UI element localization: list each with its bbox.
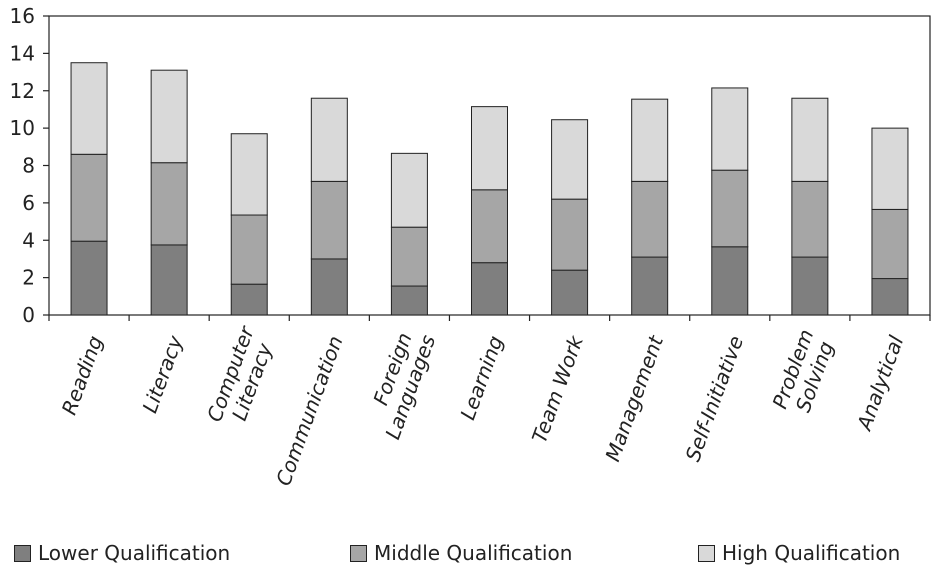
x-category-label-line: Literacy: [138, 331, 188, 416]
bar-segment: [711, 246, 749, 316]
legend-label-lower: Lower Qualification: [38, 541, 231, 565]
stacked-bar-chart: 0 2 4 6 8 10 12 14 16 Reading Literacy ComputerLite…: [10, 4, 931, 489]
bar-segment: [871, 208, 909, 280]
bar-segment: [230, 214, 268, 285]
x-category-label: Self-Initiative: [680, 333, 748, 465]
y-tick-label: 2: [22, 266, 35, 290]
bar-segment: [711, 87, 749, 171]
x-category-label-line: Management: [600, 331, 668, 464]
y-tick-label: 6: [22, 191, 35, 215]
bar-segment: [711, 169, 749, 248]
y-tick-label: 16: [10, 4, 35, 28]
bar-segment: [791, 256, 829, 316]
legend: Lower Qualification Middle Qualification…: [0, 541, 935, 567]
x-category-label: Analytical: [851, 332, 908, 435]
bar-segment: [310, 97, 348, 182]
legend-item-high: High Qualification: [698, 541, 900, 565]
legend-swatch-middle: [350, 544, 367, 562]
bar-segment: [230, 283, 268, 316]
y-tick-label: 4: [22, 228, 35, 252]
legend-swatch-high: [698, 544, 715, 562]
bar-segment: [471, 262, 508, 316]
bar-segment: [551, 198, 589, 271]
x-category-label-line: Analytical: [851, 332, 908, 435]
bar-segment: [310, 258, 348, 316]
bar-segment: [551, 269, 589, 316]
y-tick-label: 0: [22, 303, 35, 327]
legend-label-high: High Qualification: [722, 541, 901, 565]
bar-segment: [310, 180, 348, 260]
y-tick-label: 8: [22, 154, 35, 178]
bar-segment: [471, 106, 508, 191]
bar-segment: [390, 152, 428, 228]
bar-segment: [631, 98, 669, 182]
bar-segment: [150, 244, 188, 316]
x-category-label: Management: [600, 331, 668, 464]
x-category-label-line: Learning: [455, 333, 507, 423]
bar-segment: [390, 226, 428, 287]
bar-segment: [390, 285, 428, 316]
bar-segment: [471, 189, 508, 264]
bar-segment: [791, 97, 829, 182]
x-category-label: Learning: [455, 333, 507, 423]
bar-segment: [871, 127, 909, 210]
bar-segment: [150, 69, 188, 164]
bar-segment: [70, 240, 108, 316]
bar-segment: [150, 162, 188, 246]
bar-segment: [230, 133, 268, 216]
bar-segment: [631, 180, 669, 258]
x-category-label: Reading: [57, 333, 108, 418]
x-category-label: Literacy: [138, 331, 188, 416]
y-tick-label: 14: [10, 41, 35, 65]
legend-item-lower: Lower Qualification: [14, 541, 230, 565]
x-category-label: Communication: [271, 333, 347, 489]
y-tick-label: 12: [10, 79, 35, 103]
legend-item-middle: Middle Qualification: [350, 541, 572, 565]
bar-segment: [631, 256, 669, 316]
bar-segment: [871, 278, 909, 316]
bar-segment: [791, 180, 829, 258]
x-category-label-line: Communication: [271, 333, 347, 489]
legend-label-middle: Middle Qualification: [374, 541, 573, 565]
bar-segment: [70, 62, 108, 155]
x-category-label-line: Team Work: [527, 331, 588, 446]
x-category-label-line: Self-Initiative: [680, 333, 748, 465]
bar-segment: [70, 153, 108, 242]
x-category-label-line: Reading: [57, 333, 108, 418]
y-tick-label: 10: [10, 116, 35, 140]
x-category-label: Team Work: [527, 331, 588, 446]
bar-segment: [551, 119, 589, 200]
legend-swatch-lower: [14, 544, 31, 562]
